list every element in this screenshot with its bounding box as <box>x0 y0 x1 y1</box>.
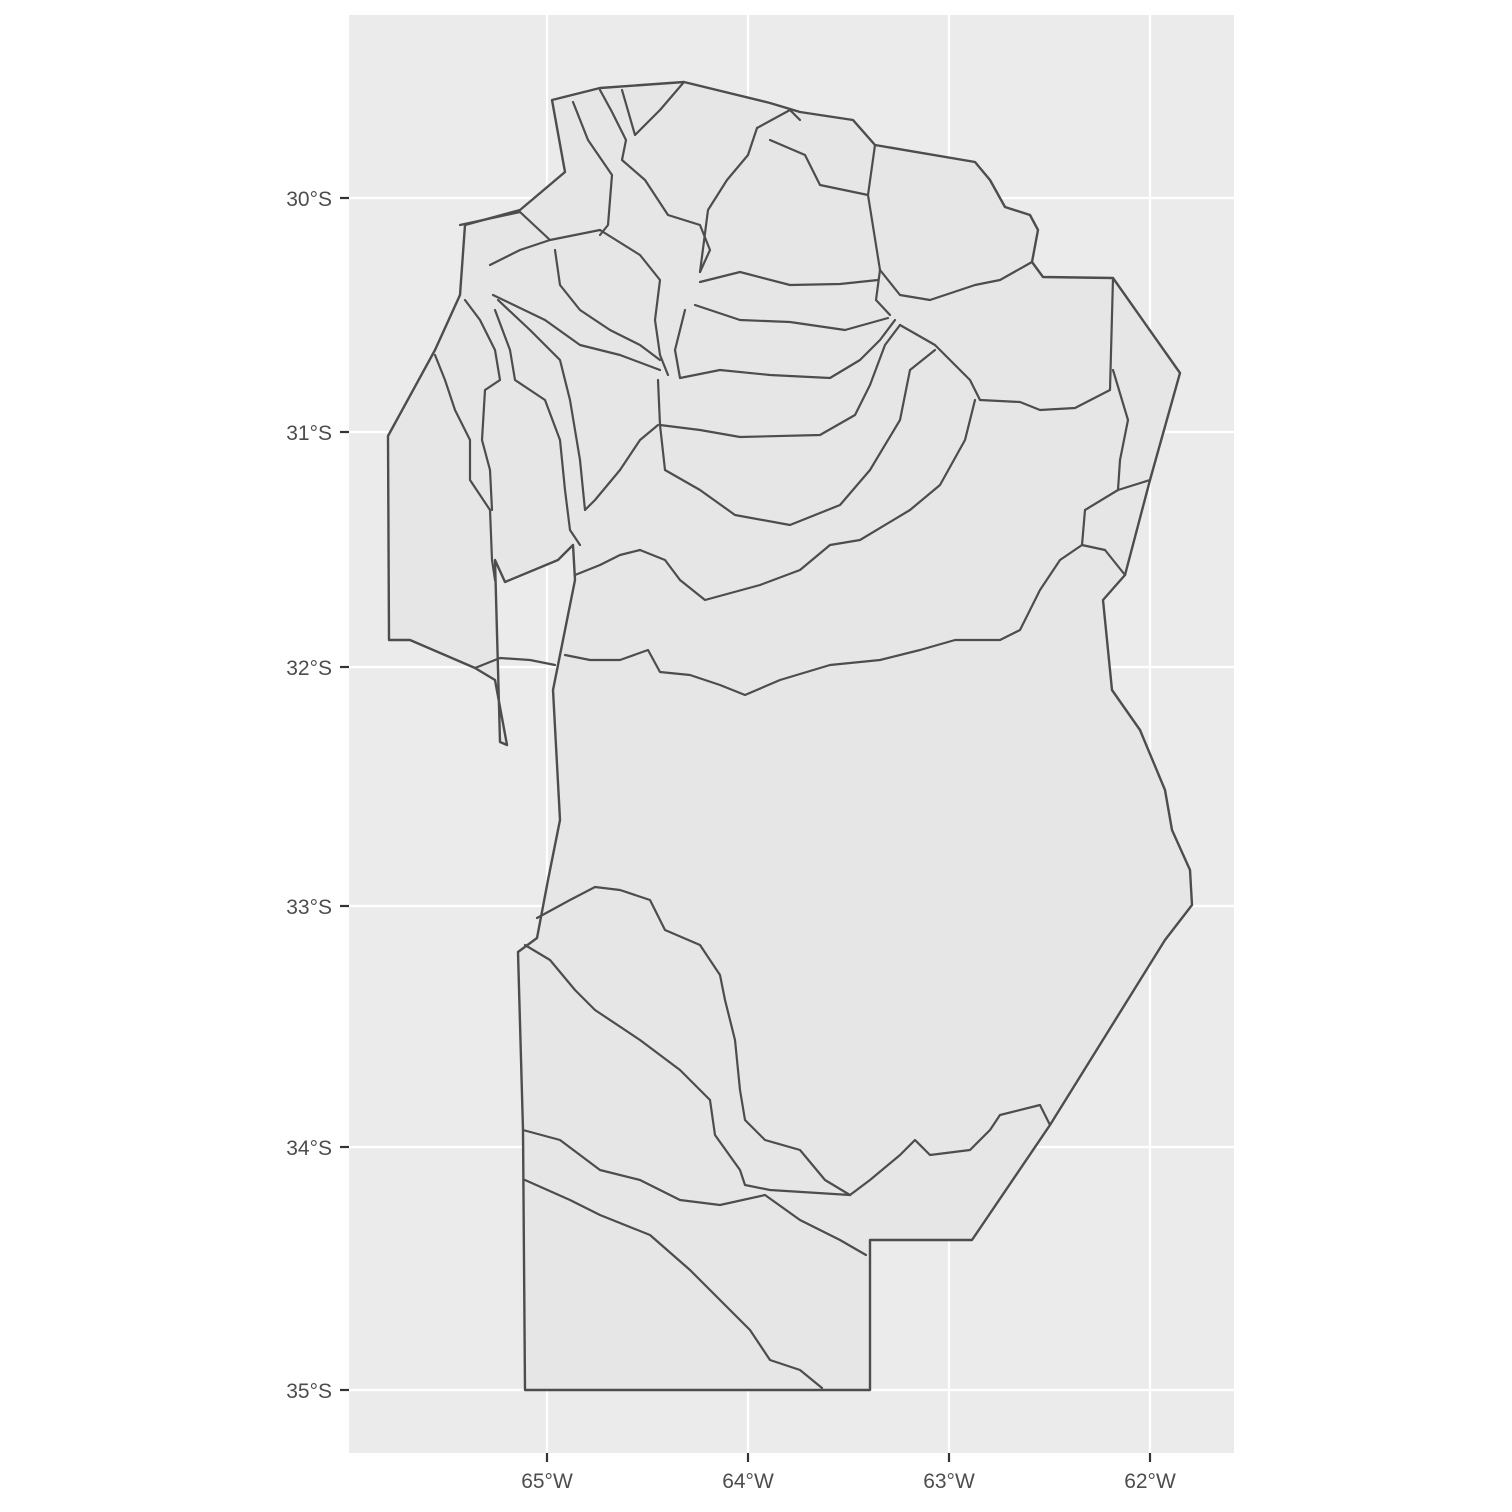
boundary-n1 <box>571 100 614 237</box>
boundary-w1 <box>433 353 497 582</box>
boundary-c11 <box>1080 543 1127 577</box>
boundary-w4 <box>496 298 660 512</box>
department-boundaries <box>433 80 1152 1390</box>
boundary-w5 <box>656 378 662 427</box>
x-tick-label: 63°W <box>923 1470 975 1493</box>
x-tick-label: 64°W <box>722 1470 774 1493</box>
y-axis: 30°S 31°S 32°S 33°S 34°S 35°S <box>286 188 349 1403</box>
boundary-s5 <box>523 1178 824 1390</box>
boundary-n8 <box>878 260 1034 302</box>
boundary-w2 <box>463 298 502 512</box>
y-tick-label: 32°S <box>286 657 332 680</box>
y-tick-label: 35°S <box>286 1380 332 1403</box>
boundary-n5 <box>755 108 802 130</box>
boundary-c8 <box>978 276 1115 412</box>
boundary-c6 <box>898 323 982 402</box>
x-tick-label: 62°W <box>1124 1470 1176 1493</box>
boundary-c2 <box>693 303 890 332</box>
x-tick-label: 65°W <box>521 1470 573 1493</box>
x-axis: 65°W 64°W 63°W 62°W <box>521 1453 1176 1493</box>
boundary-s3 <box>848 1103 1052 1197</box>
boundary-c3 <box>673 308 897 380</box>
boundary-s2 <box>523 943 852 1197</box>
y-tick-label: 34°S <box>286 1137 332 1160</box>
boundary-c5 <box>658 348 937 527</box>
boundary-c4 <box>658 323 902 439</box>
boundary-n6 <box>768 138 877 197</box>
boundary-w6 <box>573 548 642 577</box>
y-tick-label: 33°S <box>286 896 332 919</box>
boundary-c7 <box>638 398 977 602</box>
boundary-n12 <box>553 248 662 362</box>
boundary-n7 <box>866 193 892 317</box>
boundary-n11 <box>598 228 670 377</box>
y-tick-label: 31°S <box>286 422 332 445</box>
boundary-w7 <box>473 656 557 670</box>
boundary-s1 <box>535 885 852 1197</box>
boundary-n2 <box>598 88 712 274</box>
boundary-c1 <box>698 270 880 287</box>
boundary-c10 <box>563 488 1120 697</box>
boundary-n13 <box>491 293 662 372</box>
boundary-w3 <box>493 308 582 547</box>
boundary-s4 <box>521 1128 868 1257</box>
y-tick-label: 30°S <box>286 188 332 211</box>
boundary-n3 <box>620 80 686 137</box>
boundary-c9 <box>1111 368 1152 492</box>
boundary-n10 <box>488 238 552 267</box>
boundary-n4 <box>698 126 759 274</box>
